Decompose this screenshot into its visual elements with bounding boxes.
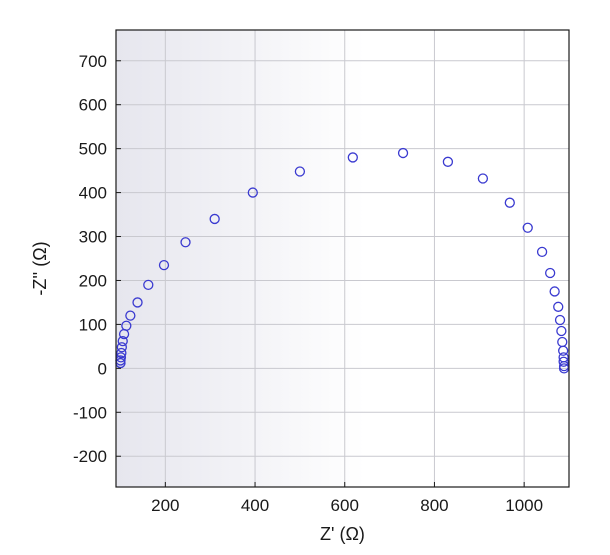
plot-frame <box>115 29 570 488</box>
y-tick-label: 0 <box>98 359 107 378</box>
y-tick-label: 200 <box>79 271 107 290</box>
data-point <box>143 279 154 291</box>
y-tick-label: 400 <box>79 184 107 203</box>
data-point <box>553 301 564 312</box>
y-tick-label: -200 <box>73 447 107 466</box>
x-tick-label: 800 <box>420 496 448 515</box>
data-point <box>549 286 560 297</box>
data-point <box>558 345 569 356</box>
data-point <box>209 213 220 225</box>
x-axis-title: Z' (Ω) <box>320 524 365 544</box>
data-point <box>397 147 409 159</box>
y-tick-label: -100 <box>73 403 107 422</box>
data-point <box>554 314 566 326</box>
y-axis-title: -Z'' (Ω) <box>30 241 50 295</box>
y-tick-label: 300 <box>79 228 107 247</box>
data-point <box>117 335 128 347</box>
data-point <box>247 187 258 198</box>
x-tick-label: 600 <box>331 496 359 515</box>
x-tick-label: 400 <box>241 496 269 515</box>
data-point <box>347 152 358 163</box>
y-axis-ticks: 700 600 500 400 300 200 100 0 -100 -200 <box>73 52 121 466</box>
y-tick-label: 600 <box>79 96 107 115</box>
data-point <box>121 320 132 331</box>
data-point <box>545 267 556 279</box>
data-point <box>125 310 136 321</box>
data-point <box>158 259 170 271</box>
data-point <box>522 222 533 233</box>
data-point <box>504 197 515 208</box>
data-point <box>116 347 127 359</box>
x-tick-label: 1000 <box>505 496 543 515</box>
data-point <box>116 342 127 353</box>
data-point <box>536 246 548 258</box>
y-tick-label: 500 <box>79 140 107 159</box>
data-point <box>477 173 489 184</box>
y-tick-label: 100 <box>79 315 107 334</box>
data-point <box>442 156 454 167</box>
x-tick-label: 200 <box>151 496 179 515</box>
y-tick-label: 700 <box>79 52 107 71</box>
data-point <box>556 325 567 337</box>
x-axis-ticks: 200 400 600 800 1000 <box>151 482 543 515</box>
data-point <box>180 237 191 248</box>
grid <box>116 30 569 487</box>
plot-area <box>116 30 569 487</box>
data-point <box>558 356 569 367</box>
data-points <box>115 147 570 374</box>
data-point <box>294 166 306 177</box>
data-point <box>132 297 143 308</box>
